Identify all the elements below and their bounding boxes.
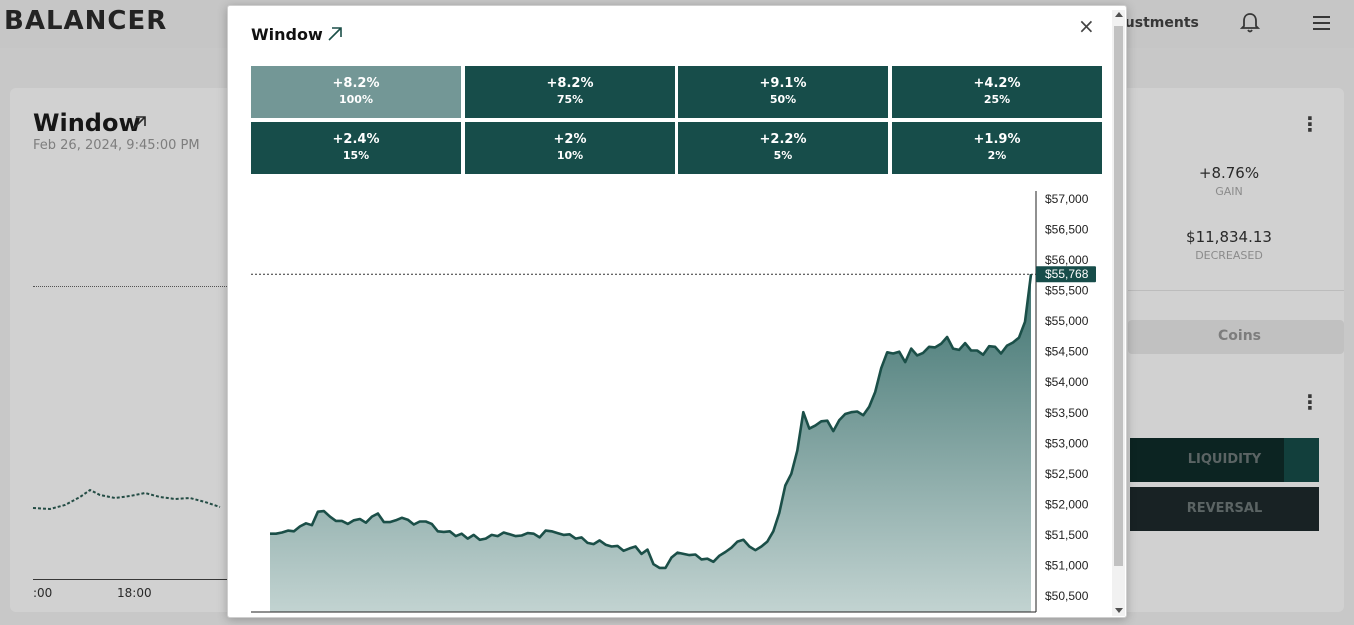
price-area xyxy=(270,274,1031,612)
y-tick-label: $50,500 xyxy=(1045,589,1089,603)
window-tile[interactable]: +1.9% 2% xyxy=(892,122,1102,174)
y-tick-label: $54,500 xyxy=(1045,345,1089,359)
price-line xyxy=(270,274,1033,570)
tile-pct: +8.2% xyxy=(546,76,594,91)
stat-decreased-value: $11,834.13 xyxy=(1186,228,1272,246)
price-line xyxy=(33,286,233,287)
arrow-up-right-icon[interactable] xyxy=(130,114,148,136)
close-icon[interactable]: × xyxy=(1078,14,1095,38)
tile-pct: +2.2% xyxy=(759,132,807,147)
tile-pct: +2% xyxy=(553,132,587,147)
tile-window: 5% xyxy=(773,149,793,162)
modal-scrollbar[interactable] xyxy=(1112,10,1125,616)
window-tile[interactable]: +2% 10% xyxy=(465,122,675,174)
scroll-up-icon[interactable] xyxy=(1115,12,1123,17)
tile-pct: +4.2% xyxy=(973,76,1021,91)
window-tile[interactable]: +4.2% 25% xyxy=(892,66,1102,118)
app-logo[interactable]: BALANCER xyxy=(4,6,168,36)
tile-window: 10% xyxy=(556,149,584,162)
reversal-button[interactable]: REVERSAL xyxy=(1130,487,1319,531)
nav-item-adjustments[interactable]: justments xyxy=(1120,15,1199,31)
tile-window: 50% xyxy=(769,93,797,106)
tile-window: 25% xyxy=(983,93,1011,106)
y-tick-label: $51,000 xyxy=(1045,558,1089,572)
y-tick-label: $54,000 xyxy=(1045,375,1089,389)
stat-gain-value: +8.76% xyxy=(1198,164,1260,182)
y-tick-label: $52,000 xyxy=(1045,497,1089,511)
more-vert-icon[interactable]: ⋮ xyxy=(1300,390,1320,414)
window-tile[interactable]: +2.2% 5% xyxy=(678,122,888,174)
window-tile[interactable]: +8.2% 100% xyxy=(251,66,461,118)
current-price-badge xyxy=(1036,266,1096,283)
tile-pct: +9.1% xyxy=(759,76,807,91)
stat-decreased-label: DECREASED xyxy=(1195,249,1263,262)
x-axis xyxy=(33,579,233,580)
window-tile[interactable]: +8.2% 75% xyxy=(465,66,675,118)
window-tile[interactable]: +9.1% 50% xyxy=(678,66,888,118)
scroll-thumb[interactable] xyxy=(1114,26,1123,566)
window-tile[interactable]: +2.4% 15% xyxy=(251,122,461,174)
tile-pct: +1.9% xyxy=(973,132,1021,147)
y-tick-label: $56,500 xyxy=(1045,223,1089,237)
card-title: Window xyxy=(33,109,141,137)
y-tick-label: $53,500 xyxy=(1045,406,1089,420)
tab-coins[interactable]: Coins xyxy=(1128,320,1344,354)
y-tick-label: $52,500 xyxy=(1045,467,1089,481)
window-modal: Window × +8.2% 100% +8.2% 75% +9.1% 50% +4.… xyxy=(227,5,1127,618)
y-tick-label: $57,000 xyxy=(1045,192,1089,206)
card-date: Feb 26, 2024, 9:45:00 PM xyxy=(33,138,200,153)
y-tick-label: $56,000 xyxy=(1045,253,1089,267)
current-price-label: $55,768 xyxy=(1045,267,1089,281)
arrow-up-right-icon[interactable] xyxy=(327,26,343,46)
tile-window: 75% xyxy=(556,93,584,106)
scroll-down-icon[interactable] xyxy=(1115,608,1123,613)
y-tick-label: $55,000 xyxy=(1045,314,1089,328)
y-tick-label: $55,500 xyxy=(1045,284,1089,298)
liquidity-indicator xyxy=(1284,438,1319,482)
x-label: 18:00 xyxy=(117,586,152,600)
divider xyxy=(1128,290,1344,291)
tile-pct: +2.4% xyxy=(332,132,380,147)
menu-icon[interactable] xyxy=(1312,14,1332,36)
x-label: :00 xyxy=(33,586,53,600)
y-tick-label: $51,500 xyxy=(1045,528,1089,542)
tile-window: 15% xyxy=(342,149,370,162)
tile-window: 2% xyxy=(987,149,1007,162)
price-chart[interactable]: $57,000 $56,500 $56,000 $55,500 $55,000 $54,5… xyxy=(228,6,1112,617)
modal-title: Window xyxy=(251,25,323,44)
tile-window: 100% xyxy=(339,93,373,106)
background-candles xyxy=(32,488,221,511)
tab-label: Coins xyxy=(1218,328,1261,344)
y-tick-label: $53,000 xyxy=(1045,436,1089,450)
tile-pct: +8.2% xyxy=(332,76,380,91)
more-vert-icon[interactable]: ⋮ xyxy=(1300,112,1320,136)
bell-icon[interactable] xyxy=(1239,12,1261,38)
stat-gain-label: GAIN xyxy=(1215,185,1243,198)
